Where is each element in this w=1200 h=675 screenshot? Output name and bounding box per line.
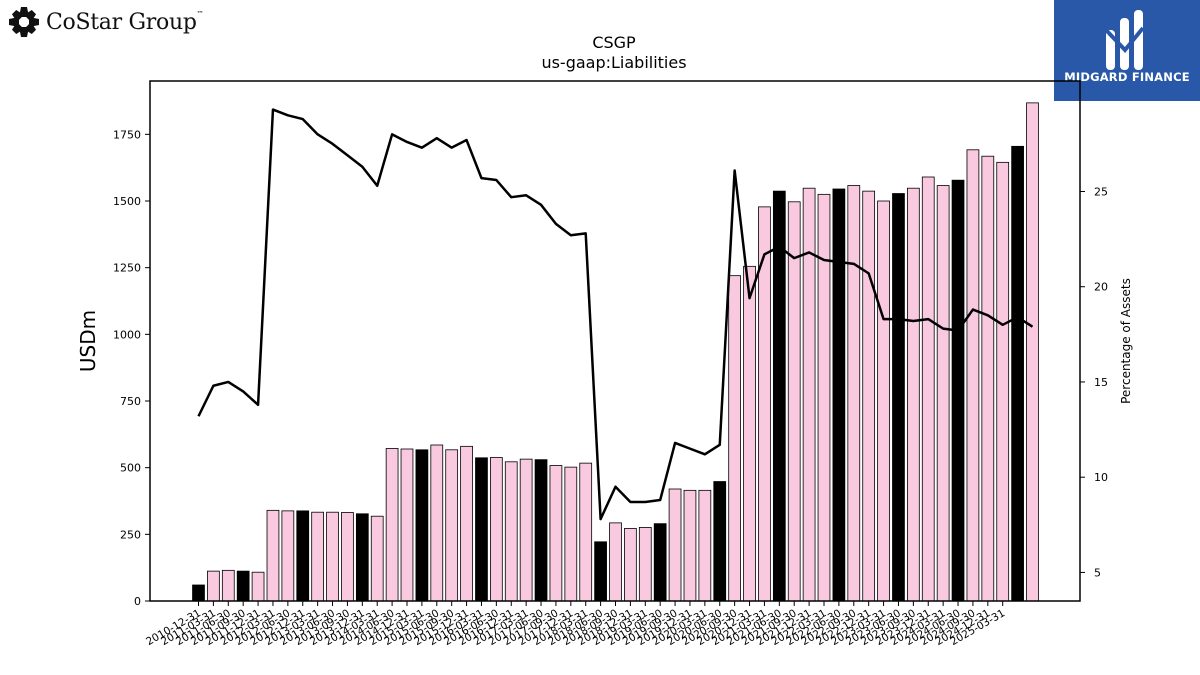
y2-axis-label: Percentage of Assets: [1119, 278, 1133, 404]
bar-10: [341, 512, 354, 602]
bar-41: [802, 187, 816, 602]
bar-28: [609, 522, 622, 602]
bar-44: [847, 185, 861, 602]
y2-tick-label: 25: [1094, 185, 1108, 198]
bar-56: [1026, 102, 1039, 602]
bar-40: [787, 201, 801, 602]
bar-series: [192, 102, 1039, 602]
y2-tick-label: 15: [1094, 376, 1108, 389]
midgard-logo-text: MIDGARD FINANCE: [1064, 70, 1190, 84]
bar-2: [221, 569, 235, 602]
bar-47: [892, 193, 905, 602]
bar-39: [772, 190, 786, 602]
bar-48: [907, 187, 920, 602]
bar-52: [966, 149, 980, 602]
costar-logo-text: CoStar Group™: [46, 9, 204, 35]
bar-15: [415, 449, 429, 602]
line-series: [197, 108, 1034, 521]
bar-25: [564, 466, 578, 602]
bar-21: [504, 461, 518, 602]
y2-tick-label: 10: [1094, 471, 1108, 484]
y-tick-label: 250: [120, 528, 141, 541]
y-tick-label: 1250: [113, 262, 141, 275]
bar-20: [489, 457, 503, 602]
bar-51: [951, 179, 965, 602]
midgard-finance-logo: MIDGARD FINANCE: [1054, 0, 1200, 101]
percentage-line: [197, 108, 1034, 521]
y-axis-label: USDm: [76, 310, 100, 372]
chart-title: CSGP: [592, 33, 636, 52]
bar-5: [266, 509, 280, 602]
bar-49: [921, 176, 935, 602]
bar-43: [832, 188, 846, 602]
bar-1: [207, 570, 220, 602]
bar-42: [817, 193, 831, 602]
bar-17: [445, 449, 459, 602]
y-axis-right: 5 10 15 20 25: [1080, 185, 1108, 579]
y-tick-label: 750: [120, 395, 141, 408]
bar-54: [996, 161, 1010, 602]
bar-13: [385, 448, 399, 602]
bar-53: [981, 155, 995, 602]
bar-14: [400, 448, 414, 602]
bar-26: [579, 462, 593, 602]
bar-4: [251, 571, 265, 602]
bar-29: [624, 528, 637, 602]
bar-30: [638, 527, 652, 602]
bar-19: [475, 457, 488, 602]
y-axis-left: 0 250 500 750 1000 1250 1500 1750: [113, 128, 150, 608]
y2-tick-label: 5: [1094, 566, 1101, 579]
bar-50: [936, 185, 950, 602]
bar-35: [713, 481, 727, 602]
bar-31: [653, 523, 667, 602]
bar-45: [862, 190, 876, 602]
bar-46: [877, 200, 890, 602]
y-tick-label: 1750: [113, 128, 141, 141]
bar-36: [728, 275, 742, 602]
bar-7: [296, 510, 310, 602]
bar-8: [311, 511, 325, 602]
bar-12: [370, 515, 384, 602]
bar-33: [683, 489, 697, 602]
bar-3: [236, 570, 250, 602]
bar-22: [519, 458, 533, 602]
bar-27: [594, 541, 607, 602]
y-tick-label: 1500: [113, 195, 141, 208]
y-tick-label: 500: [120, 462, 141, 475]
y-tick-label: 1000: [113, 328, 141, 341]
bar-18: [460, 445, 473, 602]
bar-55: [1011, 145, 1024, 602]
midgard-m-icon: [1104, 10, 1145, 70]
chart-subtitle: us-gaap:Liabilities: [541, 53, 686, 72]
costar-logo: CoStar Group™: [8, 6, 204, 38]
costar-star-icon: [9, 7, 39, 37]
y2-tick-label: 20: [1094, 281, 1108, 294]
bar-32: [668, 488, 682, 602]
bar-11: [355, 513, 369, 602]
bar-23: [534, 459, 548, 602]
bar-24: [549, 465, 563, 602]
bar-9: [326, 511, 339, 602]
bar-0: [192, 584, 205, 602]
bar-37: [743, 265, 756, 602]
bar-34: [698, 489, 712, 602]
bar-6: [281, 510, 295, 602]
bar-16: [430, 444, 444, 602]
x-axis: 2010-12-312011-03-312011-06-302011-09-30…: [144, 601, 1007, 648]
y-tick-label: 0: [134, 595, 141, 608]
